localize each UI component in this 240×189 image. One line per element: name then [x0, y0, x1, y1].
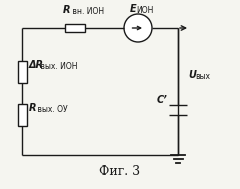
- Text: ИОН: ИОН: [136, 6, 153, 15]
- Bar: [18, 61, 26, 83]
- Text: вых: вых: [195, 72, 210, 81]
- Text: вн. ИОН: вн. ИОН: [70, 7, 104, 16]
- Text: вых. ОУ: вых. ОУ: [35, 105, 68, 114]
- Bar: [65, 24, 85, 32]
- Text: Фиг. 3: Фиг. 3: [99, 165, 141, 178]
- Bar: [18, 104, 26, 126]
- Circle shape: [124, 14, 152, 42]
- Text: ΔR: ΔR: [29, 60, 44, 70]
- Text: C’: C’: [157, 95, 168, 105]
- Text: вых. ИОН: вых. ИОН: [38, 62, 78, 71]
- Text: E: E: [130, 4, 137, 14]
- Text: U: U: [188, 70, 196, 80]
- Text: R: R: [63, 5, 71, 15]
- Text: R: R: [29, 103, 36, 113]
